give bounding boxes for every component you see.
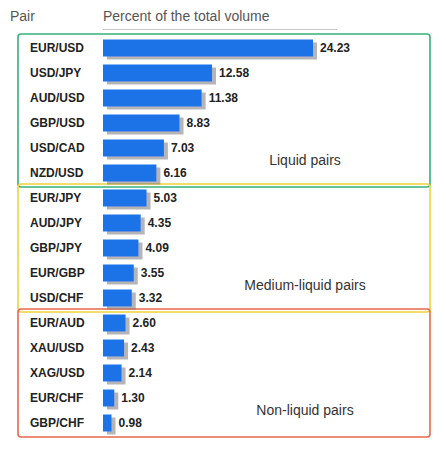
svg-text:4.35: 4.35 (148, 216, 172, 230)
svg-text:GBP/USD: GBP/USD (30, 116, 85, 130)
svg-text:NZD/USD: NZD/USD (30, 166, 84, 180)
svg-text:24.23: 24.23 (320, 41, 350, 55)
svg-text:2.43: 2.43 (131, 341, 155, 355)
svg-text:Liquid pairs: Liquid pairs (269, 152, 341, 168)
svg-text:0.98: 0.98 (118, 416, 142, 430)
svg-text:2.60: 2.60 (133, 316, 157, 330)
svg-text:Medium-liquid pairs: Medium-liquid pairs (244, 277, 365, 293)
svg-text:6.16: 6.16 (163, 166, 187, 180)
svg-text:GBP/CHF: GBP/CHF (30, 416, 84, 430)
svg-text:USD/CHF: USD/CHF (30, 291, 83, 305)
svg-text:11.38: 11.38 (209, 91, 239, 105)
svg-text:EUR/CHF: EUR/CHF (30, 391, 83, 405)
svg-text:AUD/USD: AUD/USD (30, 91, 85, 105)
svg-text:3.55: 3.55 (141, 266, 165, 280)
svg-text:Pair: Pair (10, 8, 35, 24)
svg-text:XAU/USD: XAU/USD (30, 341, 84, 355)
svg-text:3.32: 3.32 (139, 291, 163, 305)
svg-text:12.58: 12.58 (219, 66, 249, 80)
svg-text:GBP/JPY: GBP/JPY (30, 241, 82, 255)
svg-text:XAG/USD: XAG/USD (30, 366, 85, 380)
svg-text:EUR/JPY: EUR/JPY (30, 191, 81, 205)
svg-text:EUR/AUD: EUR/AUD (30, 316, 85, 330)
svg-text:EUR/USD: EUR/USD (30, 41, 84, 55)
svg-text:7.03: 7.03 (171, 141, 195, 155)
svg-text:AUD/JPY: AUD/JPY (30, 216, 82, 230)
svg-text:USD/JPY: USD/JPY (30, 66, 81, 80)
svg-text:EUR/GBP: EUR/GBP (30, 266, 85, 280)
svg-text:4.09: 4.09 (145, 241, 169, 255)
svg-text:5.03: 5.03 (154, 191, 178, 205)
svg-text:1.30: 1.30 (121, 391, 145, 405)
svg-text:Non-liquid pairs: Non-liquid pairs (256, 402, 353, 418)
svg-text:Percent of the total volume: Percent of the total volume (103, 8, 270, 24)
svg-text:USD/CAD: USD/CAD (30, 141, 85, 155)
svg-text:2.14: 2.14 (129, 366, 153, 380)
svg-text:8.83: 8.83 (187, 116, 211, 130)
